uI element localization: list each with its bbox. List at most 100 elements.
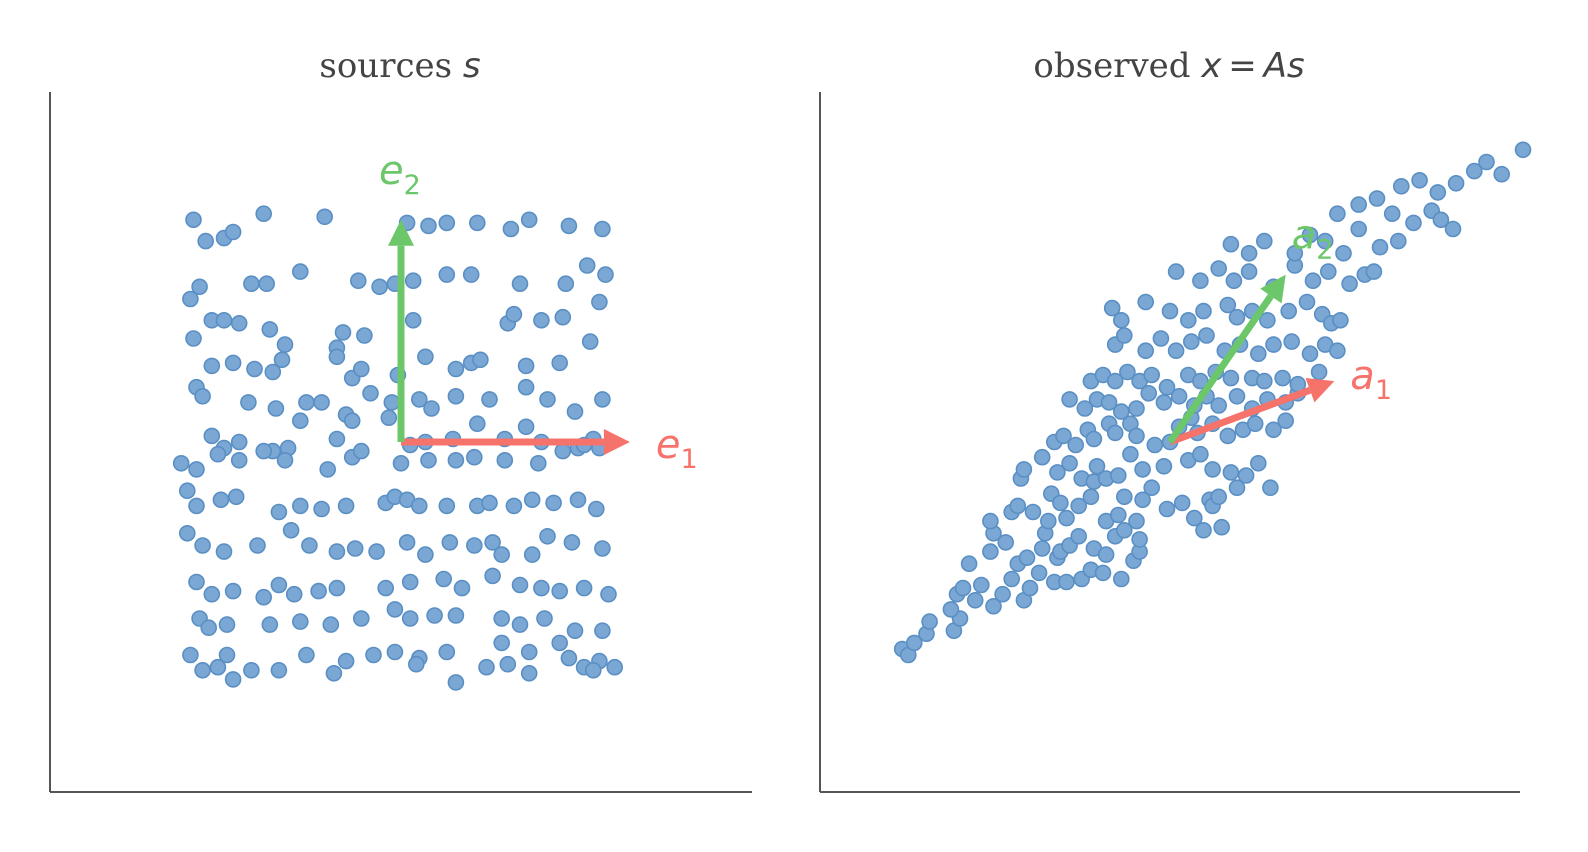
data-point bbox=[224, 354, 242, 372]
data-point bbox=[328, 348, 346, 366]
data-point bbox=[493, 634, 511, 652]
data-point bbox=[240, 394, 257, 411]
data-point bbox=[472, 351, 489, 369]
data-point bbox=[1152, 330, 1170, 347]
data-point bbox=[447, 360, 465, 378]
data-point bbox=[285, 585, 303, 603]
data-point bbox=[270, 576, 288, 594]
data-point bbox=[1274, 369, 1291, 387]
data-point bbox=[1466, 162, 1483, 180]
data-point bbox=[1335, 245, 1352, 262]
data-point bbox=[1070, 527, 1087, 545]
data-point bbox=[270, 661, 288, 679]
data-point bbox=[1052, 494, 1069, 512]
data-point bbox=[1222, 369, 1240, 387]
data-point bbox=[438, 266, 456, 283]
data-point bbox=[368, 543, 385, 560]
data-point bbox=[511, 616, 529, 633]
data-point bbox=[1128, 512, 1145, 530]
data-point bbox=[982, 512, 999, 530]
data-point bbox=[1110, 506, 1127, 524]
data-point bbox=[337, 652, 355, 670]
data-point bbox=[209, 445, 227, 463]
data-point bbox=[966, 591, 984, 609]
panel-observed: observed x = As a1 a2 bbox=[819, 46, 1532, 793]
data-point bbox=[258, 275, 276, 293]
data-point bbox=[591, 293, 608, 311]
data-point bbox=[1082, 488, 1100, 506]
data-point bbox=[1228, 308, 1246, 326]
data-point bbox=[1055, 427, 1072, 445]
data-point bbox=[179, 524, 196, 542]
data-point bbox=[447, 607, 465, 624]
data-point bbox=[426, 607, 443, 624]
data-point bbox=[997, 534, 1015, 551]
data-point bbox=[1514, 141, 1532, 159]
data-point bbox=[584, 661, 602, 679]
data-point bbox=[1383, 205, 1401, 222]
data-point bbox=[1228, 479, 1246, 497]
data-point bbox=[392, 454, 410, 472]
scatter-points-observed bbox=[893, 141, 1532, 664]
data-point bbox=[417, 348, 434, 366]
data-point bbox=[1240, 263, 1258, 280]
data-point bbox=[246, 360, 263, 378]
data-point bbox=[282, 521, 300, 539]
data-point bbox=[536, 610, 553, 627]
data-point bbox=[1033, 540, 1051, 557]
data-point bbox=[1128, 427, 1145, 445]
data-point bbox=[356, 327, 373, 344]
data-point bbox=[511, 275, 529, 293]
data-point bbox=[328, 579, 346, 597]
vector-a1-shaft bbox=[1168, 386, 1312, 446]
data-point bbox=[1134, 491, 1151, 509]
data-point bbox=[255, 442, 273, 460]
data-point bbox=[349, 272, 367, 290]
data-point bbox=[1301, 345, 1319, 363]
data-point bbox=[1210, 397, 1227, 414]
data-point bbox=[921, 613, 938, 630]
data-point bbox=[227, 488, 245, 506]
data-point bbox=[255, 588, 273, 606]
data-point bbox=[1076, 400, 1094, 417]
data-point bbox=[404, 272, 422, 290]
data-point bbox=[551, 582, 569, 600]
data-point bbox=[1429, 184, 1447, 201]
data-point bbox=[261, 616, 279, 633]
data-point bbox=[1106, 424, 1124, 442]
data-point bbox=[1158, 500, 1176, 518]
data-point bbox=[410, 497, 428, 515]
data-point bbox=[1015, 461, 1033, 478]
data-point bbox=[298, 646, 315, 664]
vector-label-e2: e2 bbox=[379, 148, 421, 201]
data-point bbox=[1240, 245, 1258, 262]
data-point bbox=[407, 655, 425, 673]
data-point bbox=[441, 534, 459, 551]
data-point bbox=[1277, 412, 1294, 430]
data-point bbox=[224, 582, 242, 600]
data-point bbox=[346, 540, 364, 557]
data-point bbox=[362, 384, 379, 402]
vector-a2-head bbox=[1260, 274, 1286, 304]
data-point bbox=[1018, 549, 1036, 567]
data-point bbox=[1167, 342, 1185, 360]
data-point bbox=[972, 576, 990, 594]
data-point bbox=[1021, 579, 1039, 597]
data-point bbox=[417, 546, 434, 563]
data-point bbox=[447, 451, 465, 469]
data-point bbox=[194, 387, 211, 405]
data-point bbox=[215, 311, 233, 329]
data-point bbox=[1259, 311, 1276, 329]
data-point bbox=[1033, 448, 1051, 466]
data-point bbox=[505, 305, 523, 323]
data-point bbox=[325, 664, 343, 682]
data-point bbox=[594, 391, 611, 408]
data-point bbox=[517, 378, 535, 396]
data-point bbox=[1444, 220, 1462, 238]
data-point bbox=[447, 674, 465, 691]
data-point bbox=[322, 616, 340, 633]
data-point bbox=[1213, 518, 1230, 536]
data-point bbox=[1393, 178, 1410, 195]
data-point bbox=[1371, 238, 1389, 256]
data-point bbox=[1332, 311, 1349, 329]
